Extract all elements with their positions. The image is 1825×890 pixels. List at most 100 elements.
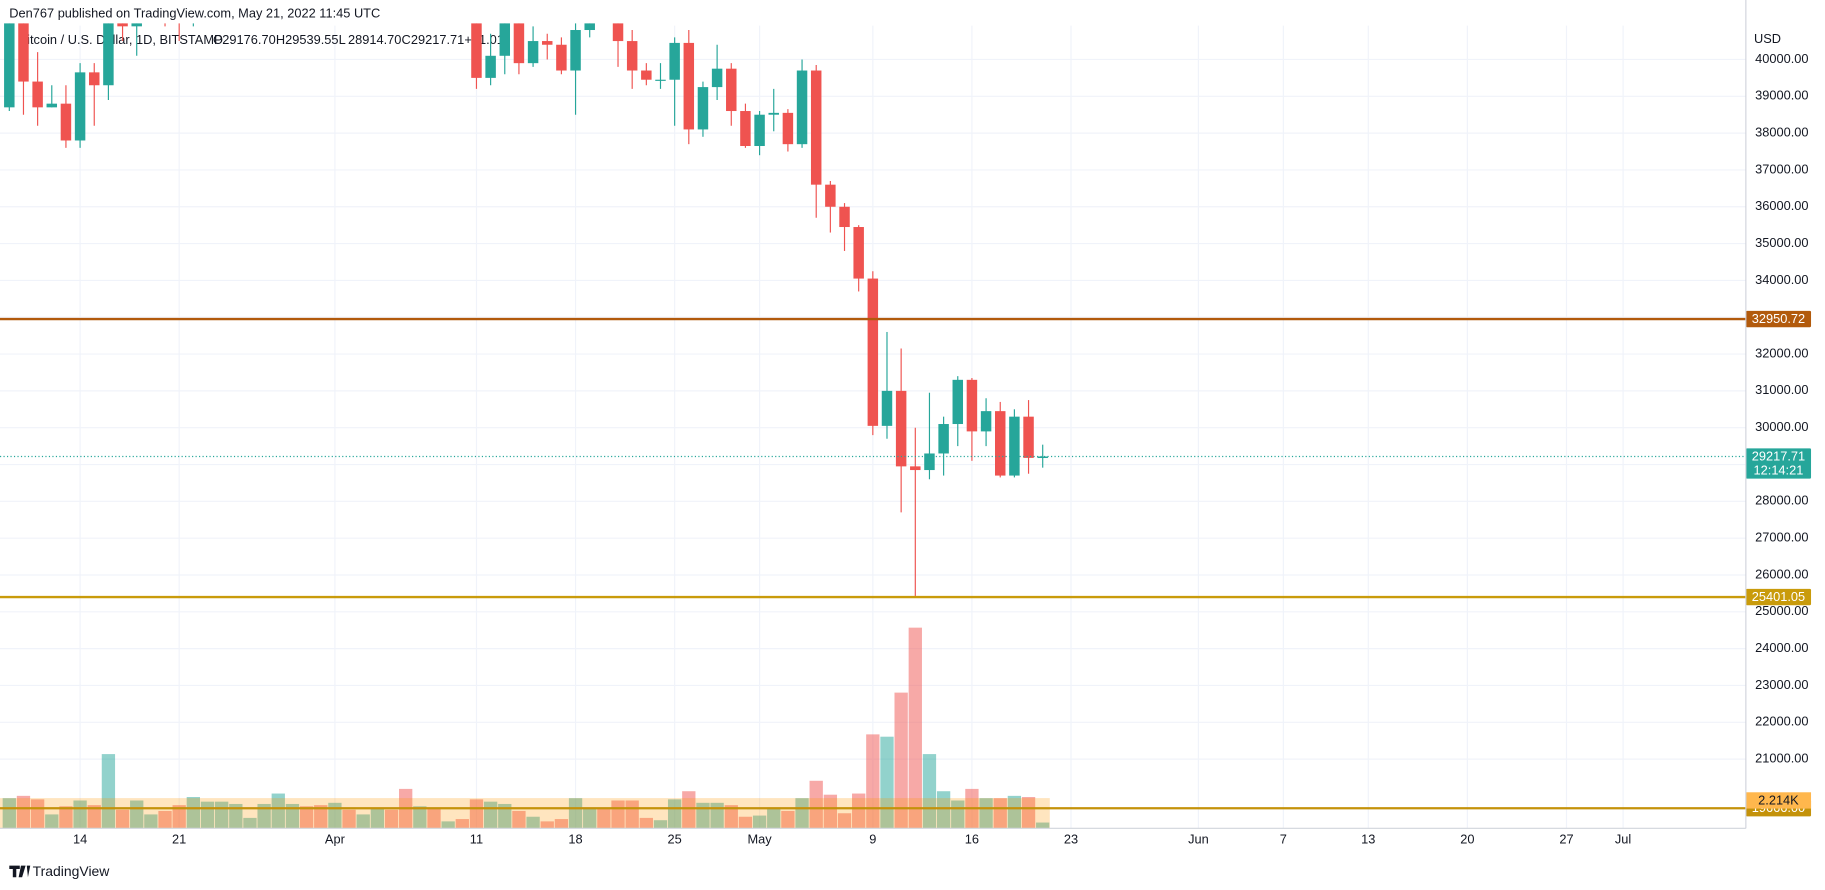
volume-bar bbox=[568, 798, 583, 829]
candle-body bbox=[74, 72, 86, 141]
volume-bar bbox=[243, 817, 257, 829]
y-tick-label: 25000.00 bbox=[1755, 603, 1808, 618]
candle-body bbox=[924, 453, 935, 471]
candle-body bbox=[966, 379, 978, 432]
volume-bar bbox=[540, 821, 554, 829]
candle-body bbox=[570, 30, 581, 71]
volume-bar bbox=[837, 813, 852, 829]
last-price-bg bbox=[1745, 448, 1812, 479]
volume-bar bbox=[512, 810, 526, 829]
candle-body bbox=[513, 23, 525, 64]
logo-icon bbox=[9, 865, 31, 878]
candle-body bbox=[952, 379, 964, 425]
volume-bar bbox=[285, 803, 300, 829]
legend-key: O bbox=[213, 32, 223, 47]
volume-bar bbox=[370, 808, 385, 829]
x-tick-label: 11 bbox=[470, 831, 483, 846]
x-tick-label: Jun bbox=[1188, 831, 1209, 846]
legend-change: +41.01 bbox=[464, 32, 504, 47]
y-tick-label: 24000.00 bbox=[1755, 640, 1808, 655]
volume-bar bbox=[314, 805, 328, 829]
legend-value: 29539.55 bbox=[285, 32, 338, 47]
volume-bar bbox=[526, 816, 540, 829]
header: Den767 published on TradingView.com, May… bbox=[9, 5, 380, 20]
legend-value: 28914.70 bbox=[348, 32, 401, 47]
volume-bar bbox=[1007, 795, 1022, 829]
candle-body bbox=[839, 206, 850, 228]
candle-body bbox=[683, 42, 695, 130]
x-tick-label: May bbox=[747, 831, 772, 846]
legend-value: 29176.70 bbox=[222, 32, 275, 47]
candle-body bbox=[825, 184, 836, 207]
candle-body bbox=[641, 70, 652, 80]
volume-bar bbox=[87, 805, 101, 829]
candle-body bbox=[485, 55, 496, 78]
candle-body bbox=[612, 23, 624, 42]
volume-bar bbox=[752, 815, 767, 829]
volume-bar bbox=[554, 819, 569, 829]
candle-body bbox=[711, 68, 723, 88]
volume-bar bbox=[441, 821, 455, 829]
x-tick-label: 14 bbox=[73, 831, 87, 846]
volume-bar bbox=[271, 793, 285, 829]
x-tick-label: Apr bbox=[325, 831, 346, 846]
volume-bar bbox=[908, 627, 922, 829]
candle-body bbox=[542, 41, 553, 45]
volume-bar bbox=[653, 820, 668, 829]
candle-body bbox=[669, 42, 680, 80]
volume-bar bbox=[455, 819, 469, 829]
legend-value: 29217.71 bbox=[411, 32, 464, 47]
volume-bar bbox=[823, 794, 838, 829]
candle-body bbox=[938, 424, 949, 454]
candle-body bbox=[556, 44, 567, 71]
volume-bar bbox=[427, 807, 441, 829]
volume-label: 2.214K bbox=[1758, 792, 1799, 807]
candle-body bbox=[881, 390, 893, 426]
x-tick-label: 16 bbox=[965, 831, 979, 846]
x-tick-label: 20 bbox=[1460, 831, 1474, 846]
candle-body bbox=[867, 278, 879, 426]
volume-bar bbox=[583, 808, 597, 829]
volume-bar bbox=[2, 798, 16, 829]
volume-bar bbox=[852, 793, 866, 829]
header-bg bbox=[0, 0, 1746, 24]
candle-body bbox=[697, 87, 709, 130]
candle-body bbox=[782, 112, 794, 145]
candle-body bbox=[1037, 456, 1048, 459]
candle-body bbox=[46, 103, 58, 108]
candle-body bbox=[89, 72, 100, 86]
x-tick-label: 18 bbox=[568, 831, 582, 846]
volume-bar bbox=[45, 814, 59, 829]
x-tick-label: 21 bbox=[172, 831, 186, 846]
volume-bar bbox=[115, 809, 130, 829]
y-tick-label: 39000.00 bbox=[1755, 88, 1808, 103]
volume-bar bbox=[1036, 822, 1050, 829]
x-tick-label: 13 bbox=[1361, 831, 1375, 846]
volume-bar bbox=[101, 754, 116, 829]
x-tick-label: 27 bbox=[1559, 831, 1573, 846]
volume-layer bbox=[0, 627, 1050, 829]
volume-bar bbox=[894, 692, 908, 829]
candle-body bbox=[499, 23, 511, 56]
volume-bar bbox=[993, 798, 1007, 829]
last-price-label: 29217.71 bbox=[1752, 448, 1805, 463]
candle-body bbox=[754, 114, 765, 147]
y-tick-label: 21000.00 bbox=[1755, 750, 1808, 765]
legend-key: C bbox=[402, 32, 411, 47]
candle-body bbox=[18, 23, 29, 82]
volume-bar bbox=[342, 809, 356, 829]
y-tick-label: 35000.00 bbox=[1755, 235, 1808, 250]
y-tick-label: 34000.00 bbox=[1755, 272, 1808, 287]
volume-bar bbox=[356, 814, 370, 829]
volume-bar bbox=[795, 798, 809, 829]
volume-bar bbox=[158, 810, 172, 829]
candle-body bbox=[994, 411, 1006, 476]
candle-body bbox=[1023, 416, 1034, 458]
y-tick-label: 36000.00 bbox=[1755, 198, 1808, 213]
level-label: 25401.05 bbox=[1752, 589, 1805, 604]
candle-body bbox=[4, 23, 15, 108]
volume-bar bbox=[781, 810, 795, 829]
y-unit: USD bbox=[1754, 31, 1781, 46]
